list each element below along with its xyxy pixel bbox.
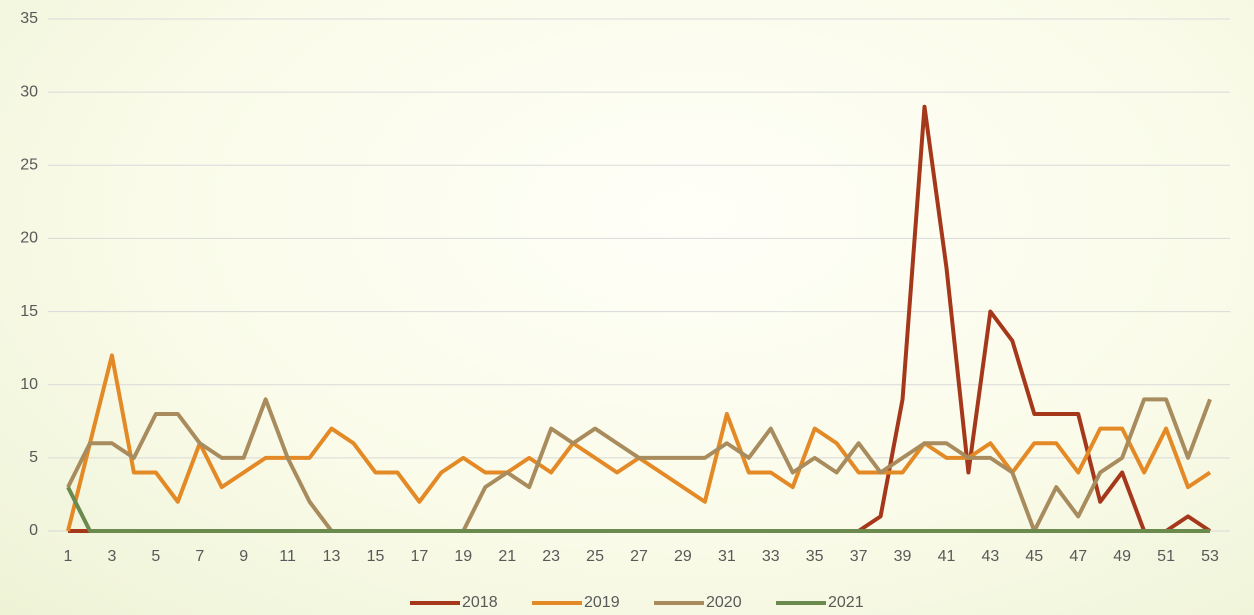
y-tick-label: 0	[29, 522, 38, 539]
x-tick-label: 47	[1069, 548, 1087, 565]
x-tick-label: 45	[1025, 548, 1043, 565]
x-tick-label: 51	[1157, 548, 1175, 565]
y-tick-label: 20	[20, 230, 38, 247]
x-tick-label: 29	[674, 548, 692, 565]
x-tick-label: 43	[981, 548, 999, 565]
x-tick-label: 49	[1113, 548, 1131, 565]
x-tick-label: 19	[454, 548, 472, 565]
series-line	[68, 104, 1212, 533]
series-line	[66, 353, 1212, 532]
y-tick-label: 30	[20, 83, 38, 100]
x-tick-label: 35	[806, 548, 824, 565]
x-tick-label: 41	[938, 548, 956, 565]
series-line	[66, 397, 1212, 533]
legend-label: 2018	[462, 594, 498, 611]
x-tick-label: 25	[586, 548, 604, 565]
x-tick-label: 9	[239, 548, 248, 565]
y-tick-label: 15	[20, 303, 38, 320]
y-tick-label: 25	[20, 157, 38, 174]
x-tick-label: 27	[630, 548, 648, 565]
x-tick-label: 23	[542, 548, 560, 565]
x-tick-label: 33	[762, 548, 780, 565]
x-tick-label: 21	[498, 548, 516, 565]
x-tick-label: 3	[107, 548, 116, 565]
legend-label: 2020	[706, 594, 742, 611]
x-tick-label: 5	[151, 548, 160, 565]
x-tick-label: 53	[1201, 548, 1219, 565]
x-tick-label: 1	[64, 548, 73, 565]
x-tick-label: 31	[718, 548, 736, 565]
legend-label: 2019	[584, 594, 620, 611]
x-tick-label: 37	[850, 548, 868, 565]
legend-label: 2021	[828, 594, 864, 611]
y-tick-label: 5	[29, 449, 38, 466]
x-tick-label: 7	[195, 548, 204, 565]
x-tick-label: 39	[894, 548, 912, 565]
x-tick-label: 17	[410, 548, 428, 565]
y-tick-label: 10	[20, 376, 38, 393]
x-tick-label: 11	[279, 548, 296, 565]
x-tick-label: 15	[367, 548, 385, 565]
series-line	[66, 486, 1210, 533]
x-tick-label: 13	[323, 548, 341, 565]
y-tick-label: 35	[20, 10, 38, 27]
